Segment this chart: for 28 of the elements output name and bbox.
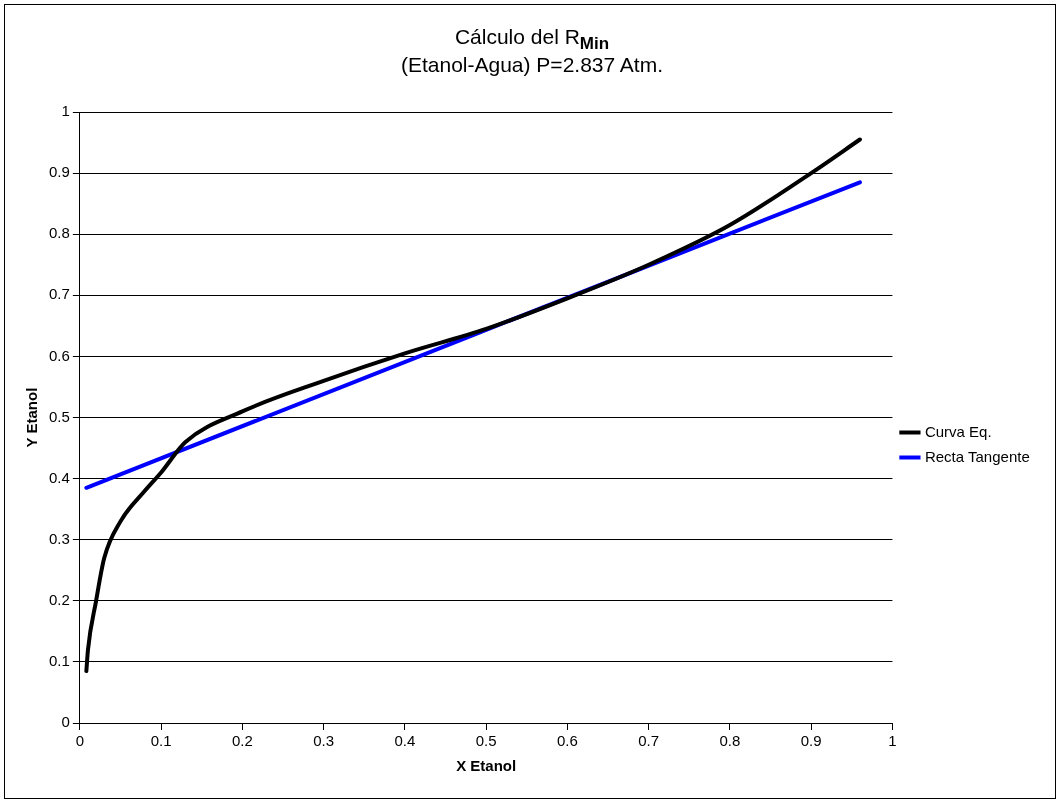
y-tick-label: 0.4 (48, 468, 70, 486)
y-tick-label: 0 (61, 713, 70, 731)
y-tick-label: 0.2 (48, 590, 70, 608)
x-tick-label: 0.1 (150, 732, 172, 750)
x-tick-label: 0.3 (313, 732, 335, 750)
x-tick-label: 0.9 (800, 732, 822, 750)
y-tick-label: 1 (61, 102, 70, 120)
y-tick-label: 0.3 (48, 529, 70, 547)
x-axis-title: X Etanol (456, 757, 517, 775)
x-tick-label: 0.5 (475, 732, 497, 750)
y-tick-label: 0.7 (48, 285, 70, 303)
x-tick-label: 0.4 (394, 732, 416, 750)
x-tick-label: 0.6 (556, 732, 578, 750)
x-tick-label: 1 (888, 732, 897, 750)
chart-title: Cálculo del R$_{Min}$ (453, 25, 611, 55)
y-tick-label: 0.8 (48, 224, 70, 242)
chart-subtitle: (Etanol-Agua) P=2.837 Atm. (399, 53, 665, 77)
x-tick-label: 0.7 (638, 732, 660, 750)
y-tick-label: 0.5 (48, 407, 70, 425)
y-tick-label: 0.1 (48, 652, 70, 670)
y-tick-label: 0.6 (48, 346, 70, 364)
x-tick-label: 0.8 (719, 732, 741, 750)
legend-label: Recta Tangente (924, 447, 1030, 465)
x-tick-label: 0 (75, 732, 85, 750)
legend-label: Curva Eq. (924, 422, 992, 440)
y-axis-title: Y Etanol (23, 387, 41, 448)
x-tick-label: 0.2 (231, 732, 253, 750)
y-tick-label: 0.9 (48, 163, 70, 181)
